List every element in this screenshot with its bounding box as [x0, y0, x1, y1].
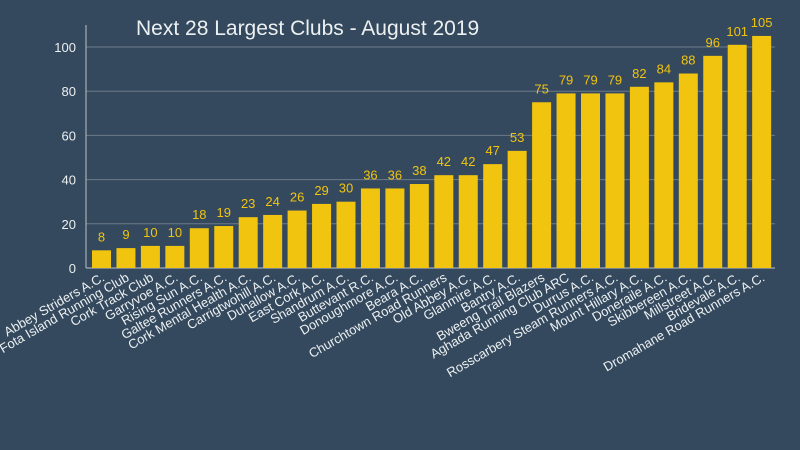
bar	[727, 44, 747, 268]
bar	[629, 86, 649, 268]
data-label: 47	[485, 143, 499, 158]
data-label: 36	[388, 167, 402, 182]
y-tick-label: 60	[62, 128, 76, 143]
bar	[703, 55, 723, 269]
bar	[385, 188, 405, 268]
bar	[140, 245, 160, 268]
bar	[92, 250, 111, 268]
data-label: 38	[412, 163, 426, 178]
bar	[165, 245, 185, 268]
data-label: 8	[98, 229, 105, 244]
data-label: 84	[657, 61, 671, 76]
data-label: 42	[461, 154, 475, 169]
bar	[238, 217, 258, 268]
data-label: 9	[122, 227, 129, 242]
bar	[752, 35, 772, 269]
bar	[483, 164, 503, 268]
data-label: 23	[241, 196, 255, 211]
data-label: 53	[510, 130, 524, 145]
bar	[116, 248, 136, 268]
bar	[507, 150, 527, 268]
data-label: 24	[265, 194, 279, 209]
bar	[312, 203, 332, 268]
y-tick-label: 20	[62, 217, 76, 232]
data-label: 79	[559, 72, 573, 87]
bar	[581, 93, 600, 268]
data-label: 29	[314, 183, 328, 198]
bar	[287, 210, 307, 268]
bar	[678, 73, 698, 269]
data-label: 18	[192, 207, 206, 222]
y-tick-label: 100	[54, 40, 76, 55]
bar	[434, 175, 454, 268]
data-label: 88	[681, 53, 695, 68]
data-label: 10	[143, 225, 157, 240]
data-label: 75	[534, 81, 548, 96]
bar	[605, 93, 625, 268]
bar	[189, 228, 209, 268]
data-label: 82	[632, 66, 646, 81]
data-label: 96	[706, 35, 720, 50]
data-label: 105	[751, 15, 773, 30]
data-label: 36	[363, 167, 377, 182]
bar	[360, 188, 380, 268]
bar	[532, 102, 552, 268]
bar	[263, 214, 283, 268]
data-label: 10	[168, 225, 182, 240]
chart-title: Next 28 Largest Clubs - August 2019	[136, 17, 479, 40]
y-tick-label: 0	[69, 261, 76, 276]
y-tick-label: 80	[62, 84, 76, 99]
bar	[654, 82, 674, 268]
data-label: 79	[583, 72, 597, 87]
bar	[409, 184, 429, 268]
data-label: 19	[217, 205, 231, 220]
data-label: 30	[339, 181, 353, 196]
bar	[336, 201, 356, 268]
bar	[556, 93, 576, 268]
data-label: 101	[726, 24, 748, 39]
data-label: 42	[437, 154, 451, 169]
data-label: 79	[608, 72, 622, 87]
bar	[458, 175, 478, 268]
y-tick-label: 40	[62, 173, 76, 188]
bar	[214, 226, 234, 268]
data-label: 26	[290, 190, 304, 205]
